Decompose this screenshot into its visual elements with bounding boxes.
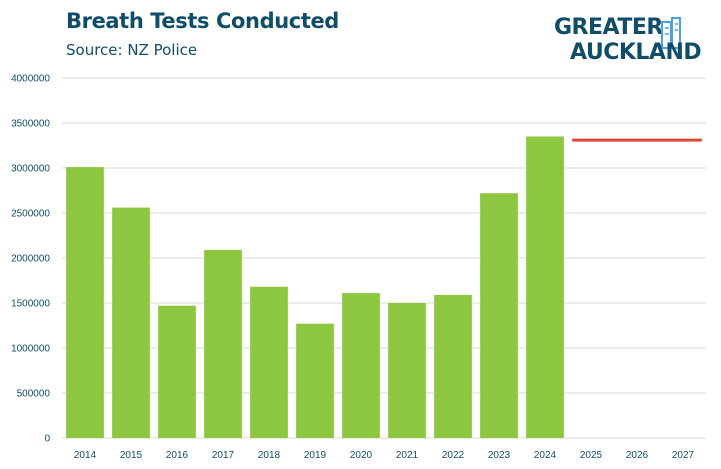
logo-text-line1: GREATER <box>554 15 663 40</box>
y-tick-label: 4000000 <box>11 74 50 85</box>
x-tick-label: 2019 <box>304 450 327 461</box>
chart-title: Breath Tests Conducted <box>66 9 339 33</box>
x-tick-label: 2027 <box>672 450 695 461</box>
bar-2014 <box>66 167 104 438</box>
y-tick-label: 3500000 <box>11 119 50 130</box>
x-tick-label: 2023 <box>488 450 511 461</box>
bar-2016 <box>158 305 196 438</box>
x-tick-label: 2024 <box>534 450 557 461</box>
bar-2022 <box>434 294 472 438</box>
bar-2017 <box>204 249 242 438</box>
bar-2021 <box>388 303 426 438</box>
x-tick-label: 2017 <box>212 450 235 461</box>
bar-2024 <box>526 136 564 438</box>
chart-subtitle: Source: NZ Police <box>66 41 198 59</box>
x-tick-label: 2020 <box>350 450 373 461</box>
bar-2023 <box>480 193 518 438</box>
x-tick-label: 2018 <box>258 450 281 461</box>
x-tick-label: 2026 <box>626 450 649 461</box>
bar-2019 <box>296 323 334 438</box>
x-tick-label: 2014 <box>74 450 97 461</box>
bar-2020 <box>342 293 380 438</box>
x-axis-ticks: 2014 2015 2016 2017 2018 2019 2020 2021 2022 2023… <box>74 450 695 461</box>
city-buildings-icon <box>661 17 681 49</box>
x-tick-label: 2025 <box>580 450 603 461</box>
y-tick-label: 2500000 <box>11 209 50 220</box>
greater-auckland-logo: GREATER AUCKLAND <box>548 14 710 68</box>
bars <box>66 136 564 438</box>
y-tick-label: 1500000 <box>11 299 50 310</box>
y-tick-label: 0 <box>44 434 50 445</box>
y-tick-label: 3000000 <box>11 164 50 175</box>
logo-text-line2: AUCKLAND <box>570 40 702 65</box>
x-tick-label: 2022 <box>442 450 465 461</box>
y-tick-label: 2000000 <box>11 254 50 265</box>
bar-2018 <box>250 286 288 438</box>
x-tick-label: 2016 <box>166 450 189 461</box>
bar-2015 <box>112 207 150 438</box>
y-axis-ticks: 0 500000 1000000 1500000 2000000 2500000 30000… <box>11 74 50 445</box>
x-tick-label: 2015 <box>120 450 143 461</box>
x-tick-label: 2021 <box>396 450 419 461</box>
y-tick-label: 500000 <box>17 389 51 400</box>
y-tick-label: 1000000 <box>11 344 50 355</box>
